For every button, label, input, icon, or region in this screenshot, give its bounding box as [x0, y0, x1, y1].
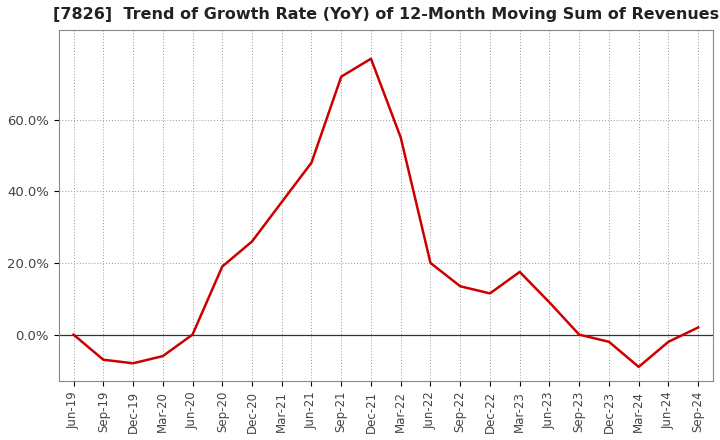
- Title: [7826]  Trend of Growth Rate (YoY) of 12-Month Moving Sum of Revenues: [7826] Trend of Growth Rate (YoY) of 12-…: [53, 7, 719, 22]
